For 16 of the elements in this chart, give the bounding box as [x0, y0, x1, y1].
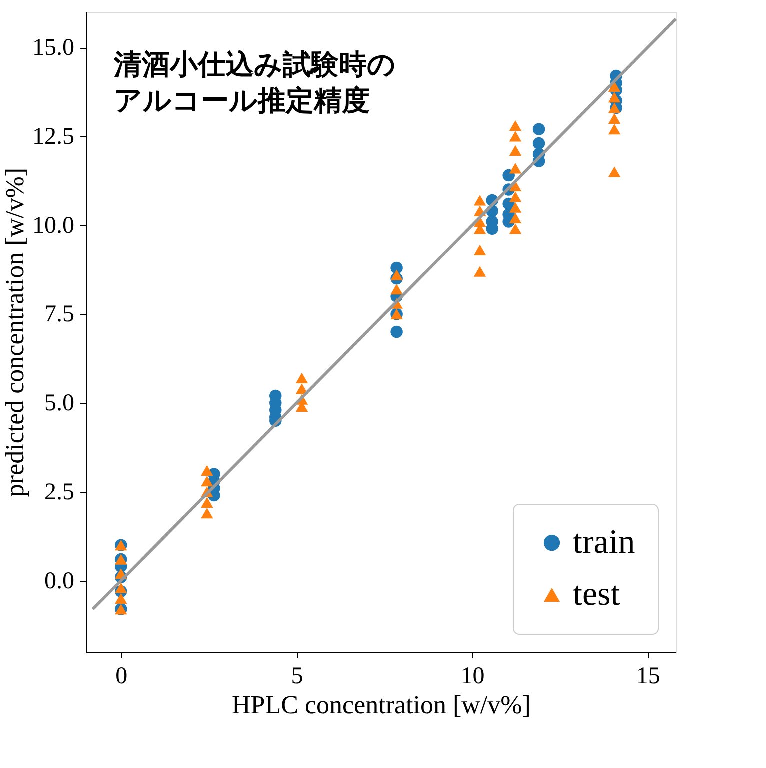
- y-tick-label: 10.0: [32, 212, 74, 239]
- text: 清酒小仕込み試験時のアルコール推定精度: [113, 48, 396, 117]
- x-tick-label: 10: [460, 664, 485, 690]
- x-axis-title: HPLC concentration [w/v%]: [232, 690, 531, 720]
- y-tick-label: 0.0: [44, 568, 74, 594]
- y-tick-label: 7.5: [44, 302, 74, 328]
- x-tick-label: 15: [636, 664, 660, 690]
- y-axis-title: predicted concentration [w/v%]: [0, 168, 30, 498]
- y-tick-label: 15.0: [32, 35, 74, 62]
- y-tick-label: 2.5: [44, 480, 74, 506]
- y-tick-label: 5.0: [44, 390, 74, 417]
- x-tick-label: 5: [291, 664, 304, 690]
- legend-label: test: [573, 576, 621, 613]
- y-tick-label: 12.5: [32, 124, 74, 150]
- legend-label: train: [573, 524, 636, 561]
- x-tick-label: 0: [116, 664, 128, 690]
